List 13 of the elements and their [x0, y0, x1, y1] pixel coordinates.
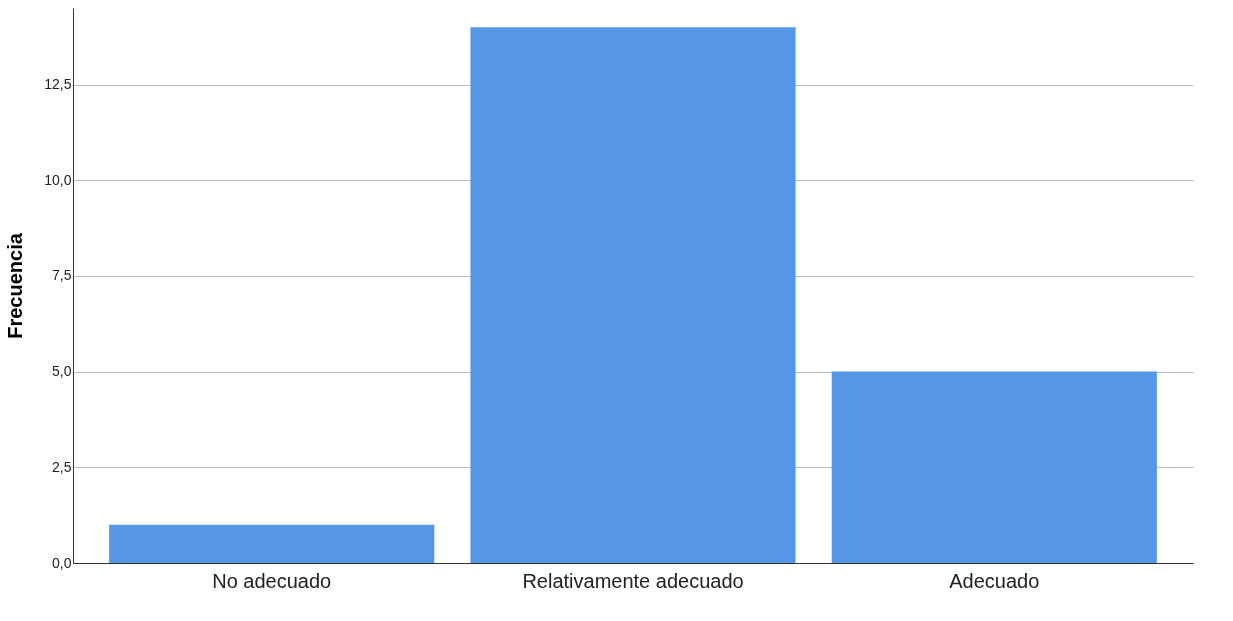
y-tick-label: 5,0 [52, 363, 72, 380]
x-tick-label: Adecuado [949, 569, 1040, 592]
bar [109, 524, 435, 563]
x-tick-label: Relativamente adecuado [522, 569, 744, 592]
x-tick-label: No adecuado [212, 569, 332, 592]
bar [831, 371, 1157, 563]
y-axis-title: Frecuencia [4, 232, 27, 339]
bar [470, 27, 796, 563]
y-tick-label: 2,5 [52, 458, 72, 475]
y-tick-label: 10,0 [44, 171, 72, 188]
y-tick-label: 12,5 [44, 76, 72, 93]
y-tick-label: 7,5 [52, 267, 72, 284]
y-tick-label: 0,0 [52, 554, 72, 571]
